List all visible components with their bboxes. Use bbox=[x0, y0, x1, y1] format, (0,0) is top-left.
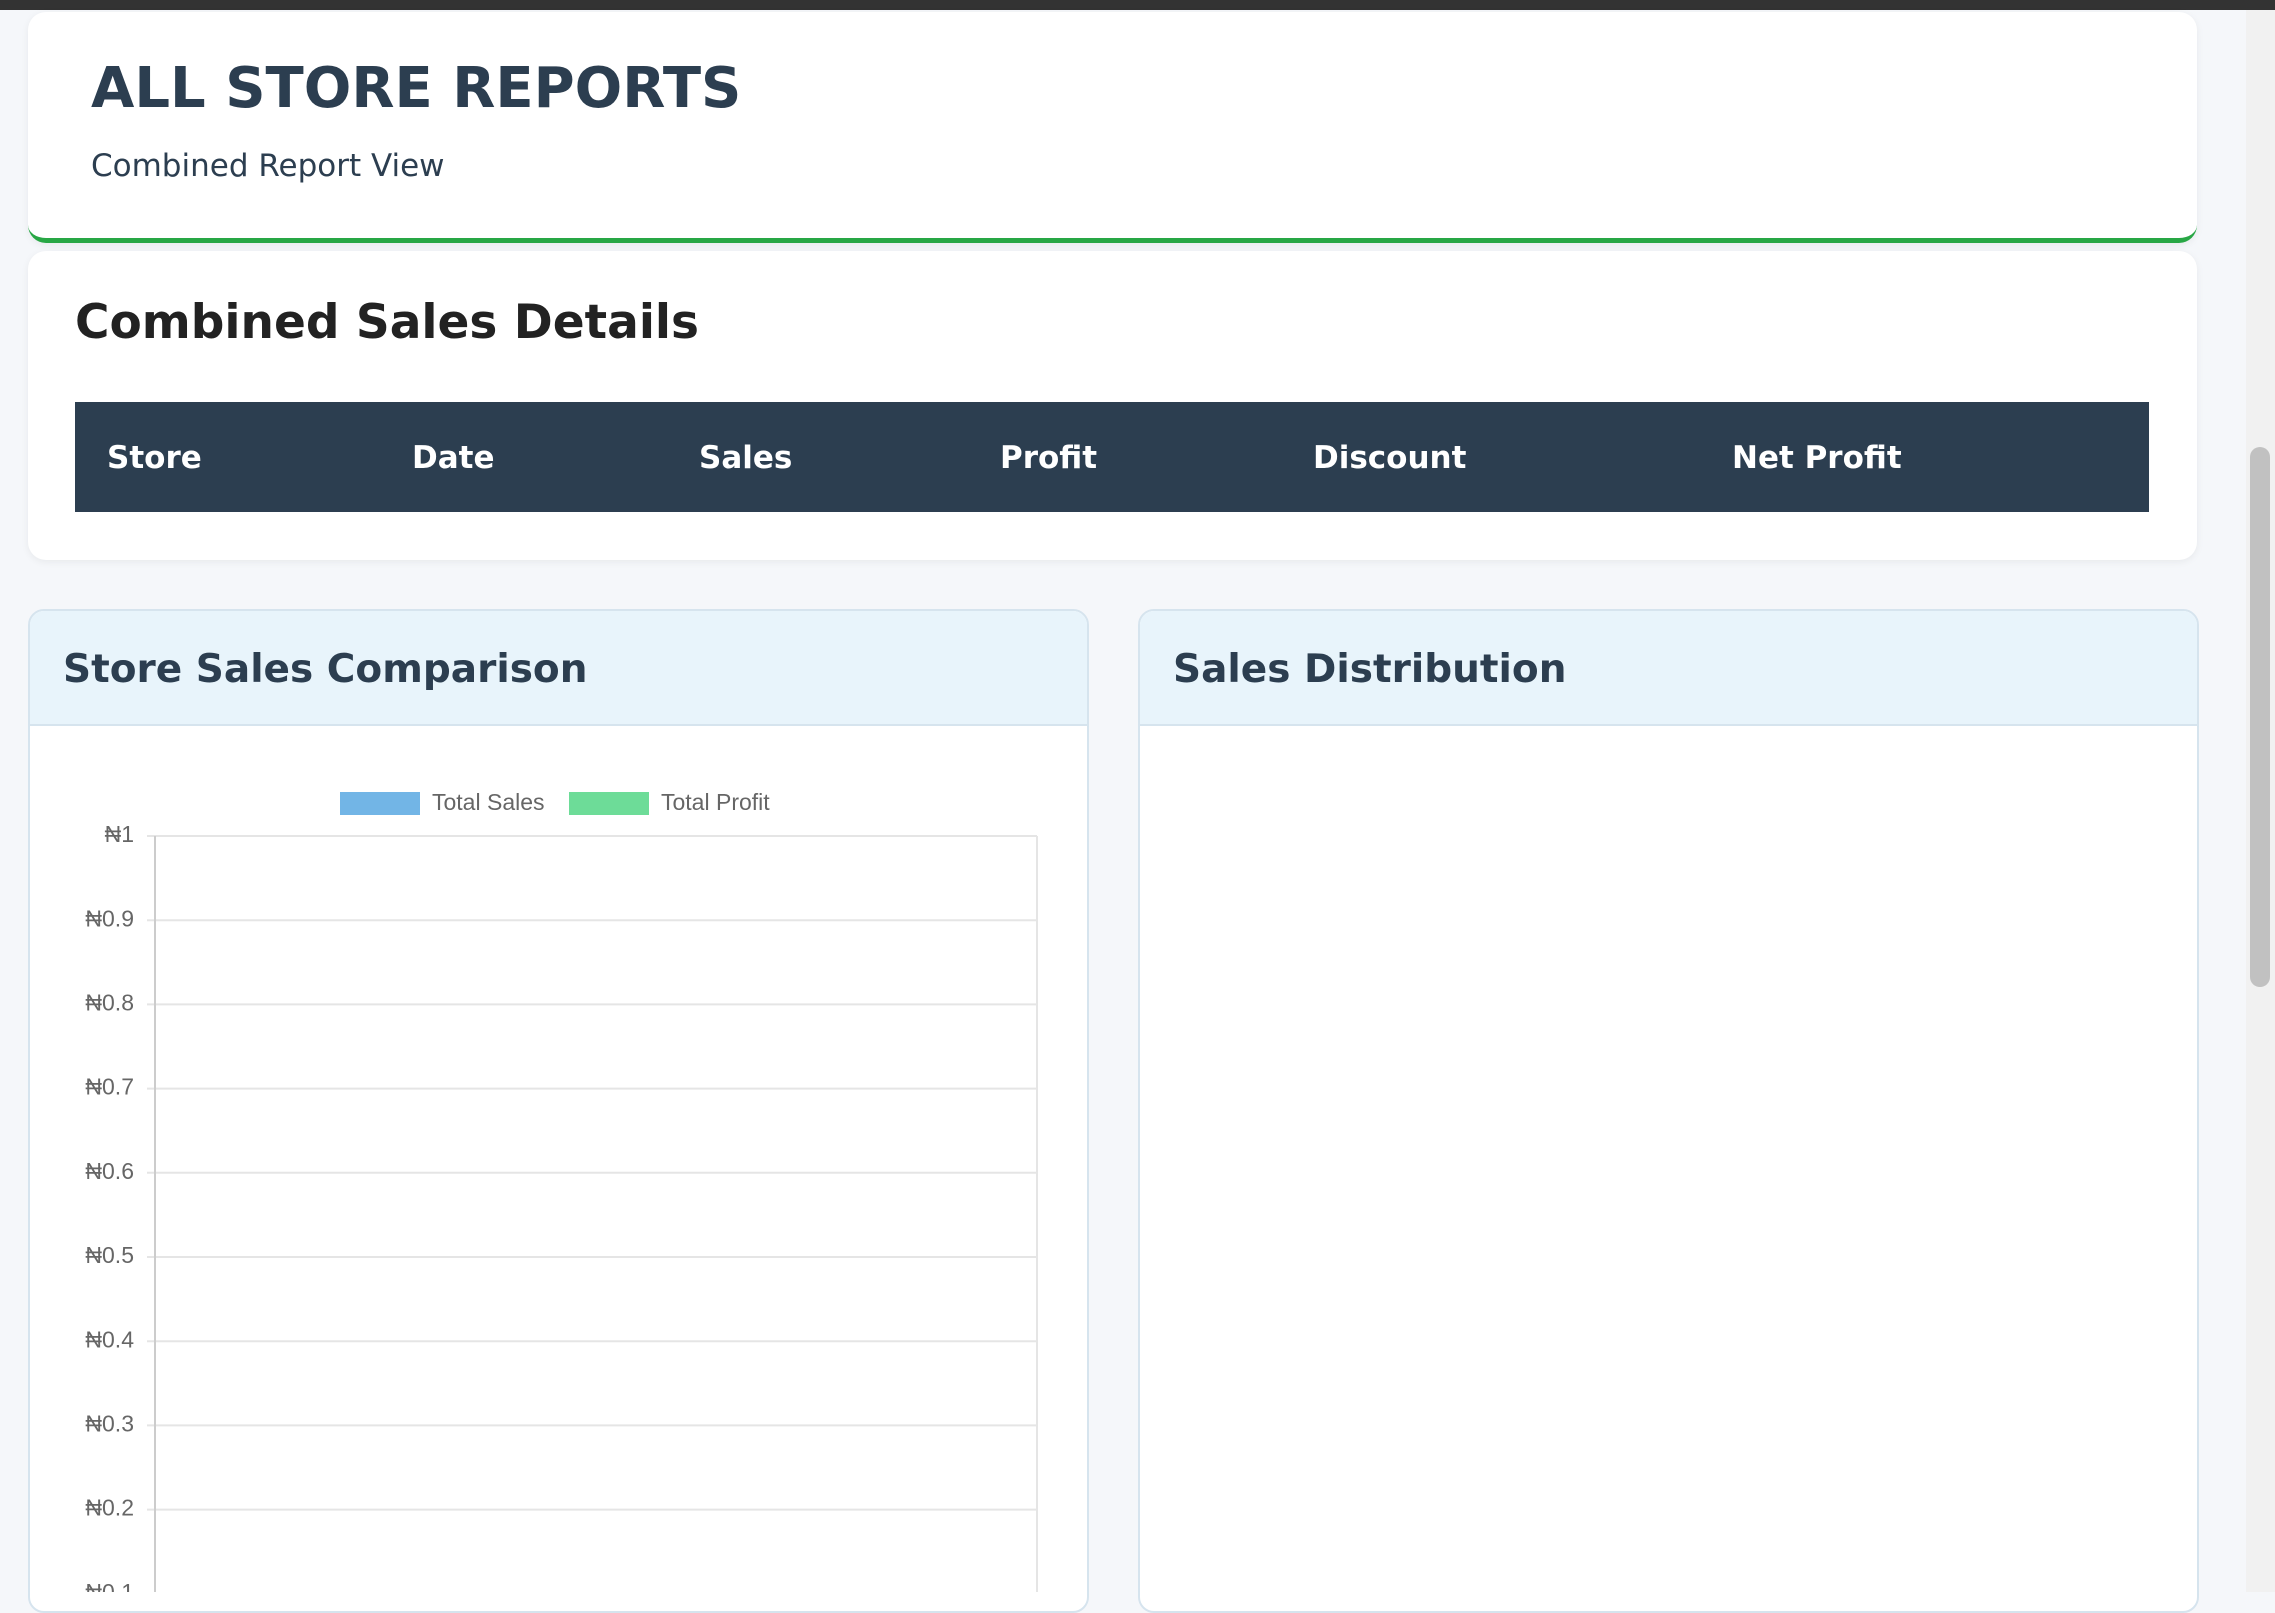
column-header[interactable]: Sales bbox=[699, 440, 793, 476]
y-tick-label: ₦0.5 bbox=[85, 1242, 134, 1268]
y-tick-label: ₦1 bbox=[105, 821, 134, 847]
page-subtitle: Combined Report View bbox=[91, 148, 445, 184]
column-header[interactable]: Store bbox=[107, 440, 202, 476]
comparison-card: Store Sales Comparison bbox=[28, 609, 1089, 1613]
legend-swatch bbox=[340, 792, 420, 815]
scrollbar-thumb[interactable] bbox=[2250, 447, 2270, 987]
y-tick-label: ₦0.7 bbox=[85, 1074, 134, 1100]
card-title: Store Sales Comparison bbox=[63, 647, 588, 692]
y-tick-label: ₦0.2 bbox=[85, 1495, 134, 1521]
chart: ₦1 ₦0.9 ₦0.8 ₦0.7 ₦0.6 ₦0.5 ₦0.4 ₦0.3 ₦0.2 ₦0.1 To… bbox=[85, 789, 1038, 1592]
sales-details-card: Combined Sales Details Store Date Sales … bbox=[28, 251, 2197, 560]
browser-top-bar bbox=[0, 0, 2275, 10]
y-tick-label: ₦0.3 bbox=[85, 1410, 134, 1436]
header-card: ALL STORE REPORTS Combined Report View bbox=[28, 12, 2197, 243]
page-title: ALL STORE REPORTS bbox=[91, 56, 742, 121]
y-tick-label: ₦0.1 bbox=[85, 1579, 134, 1592]
legend-label: Total Sales bbox=[432, 789, 545, 815]
section-title: Combined Sales Details bbox=[75, 295, 700, 350]
y-tick-label: ₦0.9 bbox=[85, 905, 134, 931]
column-header[interactable]: Discount bbox=[1313, 440, 1467, 476]
card-header: Store Sales Comparison bbox=[30, 611, 1087, 726]
y-tick-label: ₦0.4 bbox=[85, 1326, 134, 1352]
column-header[interactable]: Date bbox=[412, 440, 495, 476]
y-tick-label: ₦0.6 bbox=[85, 1158, 134, 1184]
legend-label: Total Profit bbox=[661, 789, 770, 815]
column-header[interactable]: Profit bbox=[1000, 440, 1098, 476]
y-tick-label: ₦0.8 bbox=[85, 989, 134, 1015]
card-header: Sales Distribution bbox=[1140, 611, 2197, 726]
card-title: Sales Distribution bbox=[1173, 647, 1567, 692]
distribution-card: Sales Distribution bbox=[1138, 609, 2199, 1613]
table-header: Store Date Sales Profit Discount Net Pro… bbox=[75, 402, 2149, 512]
column-header[interactable]: Net Profit bbox=[1732, 440, 1902, 476]
legend-swatch bbox=[569, 792, 649, 815]
